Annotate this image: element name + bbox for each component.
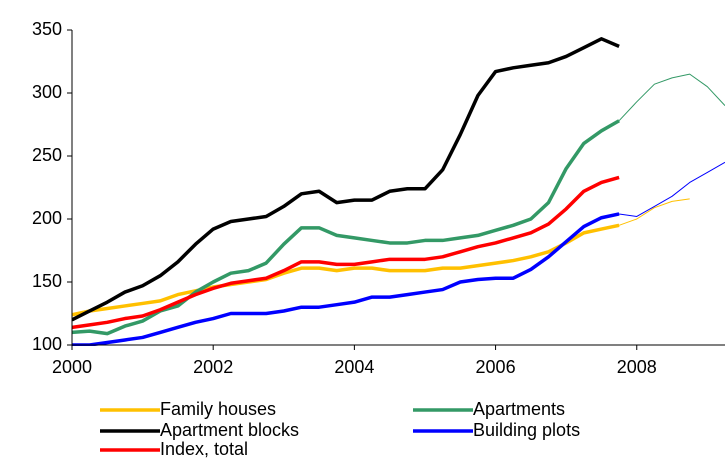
x-tick-label: 2006 [476, 357, 516, 377]
legend-label: Family houses [160, 399, 276, 419]
y-tick-label: 250 [32, 145, 62, 165]
x-tick-label: 2008 [617, 357, 657, 377]
legend-label: Apartments [473, 399, 565, 419]
legend-label: Apartment blocks [160, 420, 299, 440]
x-tick-label: 2000 [52, 357, 92, 377]
series-line [72, 175, 620, 330]
y-tick-label: 100 [32, 334, 62, 354]
series-line [72, 223, 620, 317]
legend-label: Index, total [160, 439, 248, 459]
legend-label: Building plots [473, 420, 580, 440]
plot-area [72, 37, 725, 346]
y-tick-label: 300 [32, 82, 62, 102]
y-tick-label: 150 [32, 271, 62, 291]
forecast-line [618, 73, 725, 122]
y-tick-label: 200 [32, 208, 62, 228]
x-tick-label: 2002 [193, 357, 233, 377]
forecast-line [618, 198, 690, 226]
series-line [72, 37, 620, 322]
series-line [72, 212, 620, 346]
y-tick-label: 350 [32, 19, 62, 39]
x-tick-label: 2004 [334, 357, 374, 377]
forecast-line [619, 161, 725, 217]
